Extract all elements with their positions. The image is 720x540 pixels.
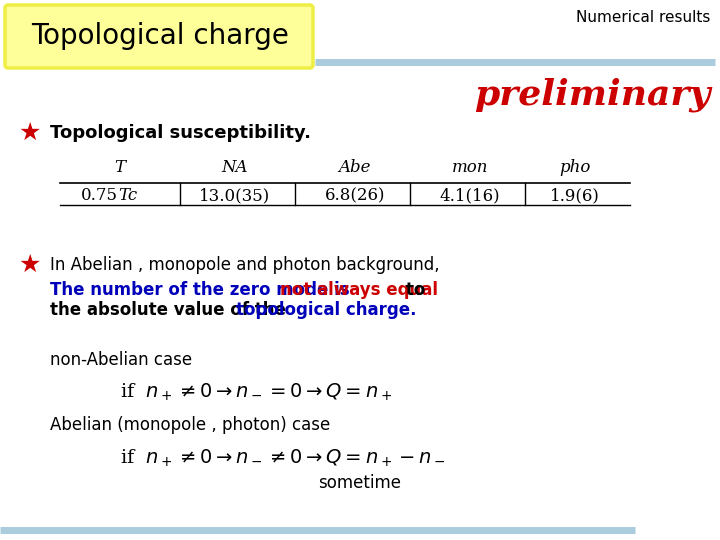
Text: 4.1(16): 4.1(16) bbox=[440, 187, 500, 205]
Text: sometime: sometime bbox=[318, 474, 402, 492]
Text: In Abelian , monopole and photon background,: In Abelian , monopole and photon backgro… bbox=[50, 256, 440, 274]
Text: ★: ★ bbox=[18, 253, 40, 277]
Text: mon: mon bbox=[451, 159, 488, 177]
Text: the absolute value of the: the absolute value of the bbox=[50, 301, 292, 319]
Text: non-Abelian case: non-Abelian case bbox=[50, 351, 192, 369]
Text: Abelian (monopole , photon) case: Abelian (monopole , photon) case bbox=[50, 416, 330, 434]
Text: Numerical results: Numerical results bbox=[575, 10, 710, 25]
Text: preliminary: preliminary bbox=[474, 78, 710, 112]
Text: to: to bbox=[400, 281, 426, 299]
Text: 1.9(6): 1.9(6) bbox=[550, 187, 600, 205]
Text: if  $n_+ \neq 0 \rightarrow n_- \neq 0 \rightarrow Q = n_+ - n_-$: if $n_+ \neq 0 \rightarrow n_- \neq 0 \r… bbox=[120, 447, 446, 469]
Text: Topological charge: Topological charge bbox=[31, 22, 289, 50]
Text: 0.75: 0.75 bbox=[81, 187, 118, 205]
Text: The number of the zero mode is: The number of the zero mode is bbox=[50, 281, 356, 299]
Text: Abe: Abe bbox=[338, 159, 372, 177]
Text: NA: NA bbox=[222, 159, 248, 177]
Text: pho: pho bbox=[559, 159, 590, 177]
Text: not always equal: not always equal bbox=[280, 281, 438, 299]
FancyBboxPatch shape bbox=[5, 5, 313, 68]
Text: 13.0(35): 13.0(35) bbox=[199, 187, 271, 205]
Text: ★: ★ bbox=[18, 121, 40, 145]
Text: if  $n_+ \neq 0 \rightarrow n_- = 0 \rightarrow Q = n_+$: if $n_+ \neq 0 \rightarrow n_- = 0 \righ… bbox=[120, 381, 392, 403]
Text: Topological susceptibility.: Topological susceptibility. bbox=[50, 124, 311, 142]
Text: topological charge.: topological charge. bbox=[236, 301, 416, 319]
Text: 6.8(26): 6.8(26) bbox=[325, 187, 385, 205]
Text: Tc: Tc bbox=[118, 187, 137, 205]
Text: T: T bbox=[114, 159, 125, 177]
